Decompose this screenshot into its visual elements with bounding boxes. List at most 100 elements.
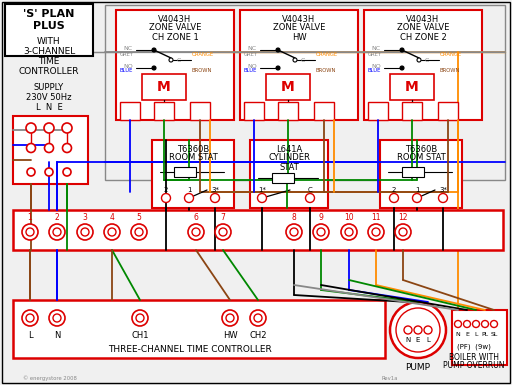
Text: ZONE VALVE: ZONE VALVE	[149, 23, 201, 32]
Text: 3*: 3*	[211, 187, 219, 193]
Bar	[380, 140, 462, 208]
Text: TIME: TIME	[38, 57, 60, 67]
Text: V4043H: V4043H	[407, 15, 440, 23]
Circle shape	[161, 194, 170, 203]
Bar	[314, 102, 334, 120]
Bar	[105, 5, 505, 180]
Circle shape	[131, 224, 147, 240]
Text: SUPPLY: SUPPLY	[34, 84, 64, 92]
Text: 2: 2	[164, 187, 168, 193]
Text: CH1: CH1	[131, 331, 149, 340]
Circle shape	[222, 310, 238, 326]
Text: L: L	[474, 333, 478, 338]
Text: C: C	[425, 57, 429, 62]
Circle shape	[81, 228, 89, 236]
Circle shape	[341, 224, 357, 240]
Text: BROWN: BROWN	[192, 67, 212, 72]
Text: NC: NC	[371, 45, 380, 50]
Circle shape	[136, 314, 144, 322]
Circle shape	[22, 310, 38, 326]
Text: BOILER WITH: BOILER WITH	[449, 353, 499, 362]
Circle shape	[306, 194, 314, 203]
Bar	[152, 140, 234, 208]
Text: 6: 6	[194, 214, 199, 223]
Circle shape	[276, 48, 280, 52]
Bar	[402, 167, 424, 177]
Circle shape	[390, 302, 446, 358]
Text: T6360B: T6360B	[177, 144, 209, 154]
Text: CH ZONE 1: CH ZONE 1	[152, 32, 198, 42]
Text: M: M	[157, 80, 171, 94]
Bar	[240, 10, 358, 120]
Circle shape	[77, 224, 93, 240]
Circle shape	[345, 228, 353, 236]
Text: 3: 3	[82, 214, 88, 223]
Text: Rev1a: Rev1a	[382, 375, 398, 380]
Circle shape	[108, 228, 116, 236]
Text: N: N	[406, 337, 411, 343]
Bar	[278, 102, 298, 120]
Bar	[5, 4, 93, 56]
Circle shape	[404, 326, 412, 334]
Text: 5: 5	[137, 214, 141, 223]
Circle shape	[152, 66, 156, 70]
Text: ROOM STAT: ROOM STAT	[397, 154, 445, 162]
Circle shape	[210, 194, 220, 203]
Bar	[364, 10, 482, 120]
Text: 'S' PLAN: 'S' PLAN	[24, 9, 75, 19]
Bar	[116, 10, 234, 120]
Circle shape	[473, 320, 480, 328]
Text: HW: HW	[292, 32, 306, 42]
Bar	[250, 140, 328, 208]
Circle shape	[372, 228, 380, 236]
Text: BLUE: BLUE	[120, 67, 133, 72]
Circle shape	[192, 228, 200, 236]
Circle shape	[293, 58, 297, 62]
Bar	[13, 300, 385, 358]
Text: L641A: L641A	[276, 144, 302, 154]
Text: 8: 8	[292, 214, 296, 223]
Circle shape	[152, 48, 156, 52]
Text: GREY: GREY	[120, 52, 134, 57]
Circle shape	[481, 320, 488, 328]
Circle shape	[63, 168, 71, 176]
Bar	[190, 102, 210, 120]
Circle shape	[313, 224, 329, 240]
Text: BLUE: BLUE	[368, 67, 381, 72]
Circle shape	[104, 224, 120, 240]
Circle shape	[27, 144, 35, 152]
Circle shape	[463, 320, 471, 328]
Text: PUMP: PUMP	[406, 363, 431, 373]
Circle shape	[26, 228, 34, 236]
Circle shape	[53, 228, 61, 236]
Bar	[142, 74, 186, 100]
Text: ORANGE: ORANGE	[316, 52, 338, 57]
Text: BROWN: BROWN	[316, 67, 336, 72]
Text: 2: 2	[392, 187, 396, 193]
Bar	[390, 74, 434, 100]
Bar	[174, 167, 196, 177]
Circle shape	[22, 224, 38, 240]
Circle shape	[290, 228, 298, 236]
Text: 11: 11	[371, 214, 381, 223]
Text: CYLINDER: CYLINDER	[268, 154, 310, 162]
Circle shape	[49, 310, 65, 326]
Text: M: M	[281, 80, 295, 94]
Text: C: C	[177, 57, 181, 62]
Text: BROWN: BROWN	[440, 67, 460, 72]
Text: L  N  E: L N E	[36, 104, 62, 112]
Circle shape	[62, 144, 72, 152]
Circle shape	[49, 224, 65, 240]
Text: N: N	[54, 331, 60, 340]
Bar	[120, 102, 140, 120]
Circle shape	[399, 228, 407, 236]
Circle shape	[413, 194, 421, 203]
Circle shape	[276, 66, 280, 70]
Text: 1: 1	[187, 187, 191, 193]
Text: NO: NO	[247, 64, 257, 69]
Circle shape	[45, 144, 53, 152]
Bar	[244, 102, 264, 120]
Text: L: L	[426, 337, 430, 343]
Text: ZONE VALVE: ZONE VALVE	[397, 23, 449, 32]
Text: V4043H: V4043H	[283, 15, 315, 23]
